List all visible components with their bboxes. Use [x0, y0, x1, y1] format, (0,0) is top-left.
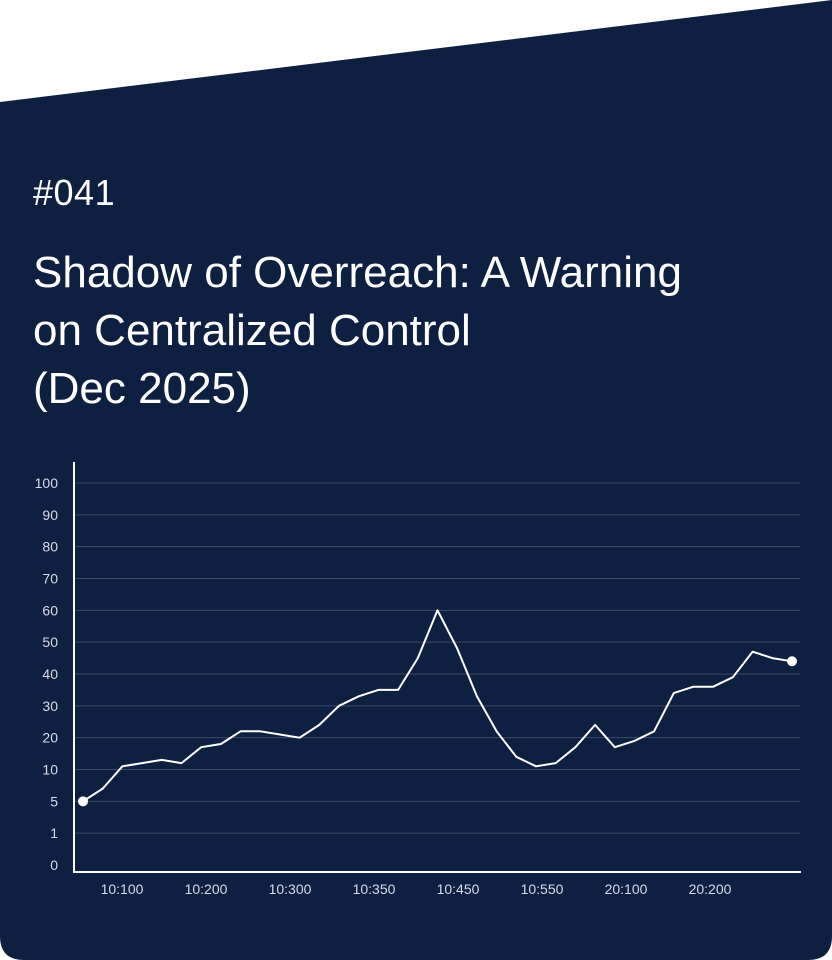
- gridlines: [74, 482, 800, 834]
- title-line-1: Shadow of Overreach: A Warning: [33, 248, 682, 297]
- x-axis-ticks: 10:100 10:200 10:300 10:350 10:450 10:550 20:1…: [101, 881, 732, 897]
- title-line-2: on Centralized Control: [33, 306, 471, 355]
- y-tick-label: 0: [50, 857, 58, 873]
- y-tick-label: 40: [42, 666, 58, 682]
- x-tick-label: 10:100: [101, 881, 144, 897]
- y-tick-label: 50: [42, 634, 58, 650]
- y-tick-label: 1: [50, 825, 58, 841]
- series: [78, 609, 797, 807]
- y-tick-label: 20: [42, 730, 58, 746]
- y-tick-label: 30: [42, 698, 58, 714]
- y-axis-ticks: 0 1 5 10 20 30 40 50 60 70 80 90 100: [35, 475, 59, 873]
- x-tick-label: 10:200: [185, 881, 228, 897]
- x-tick-label: 10:300: [269, 881, 312, 897]
- x-tick-label: 20:200: [689, 881, 732, 897]
- series-end-point: [787, 656, 797, 667]
- issue-number: #041: [33, 172, 116, 213]
- x-tick-label: 10:350: [353, 881, 396, 897]
- y-tick-label: 60: [42, 602, 58, 618]
- axes: [73, 462, 801, 873]
- page-title: Shadow of Overreach: A Warning on Centra…: [33, 244, 813, 418]
- y-tick-label: 5: [50, 793, 58, 809]
- x-tick-label: 20:100: [605, 881, 648, 897]
- x-tick-label: 10:450: [437, 881, 480, 897]
- y-tick-label: 70: [42, 571, 58, 587]
- title-line-3: (Dec 2025): [33, 364, 251, 413]
- series-line: [82, 609, 793, 803]
- y-tick-label: 80: [42, 539, 58, 555]
- series-start-point: [78, 796, 88, 807]
- x-tick-label: 10:550: [521, 881, 564, 897]
- y-tick-label: 90: [42, 507, 58, 523]
- y-tick-label: 100: [35, 475, 59, 491]
- y-tick-label: 10: [42, 762, 58, 778]
